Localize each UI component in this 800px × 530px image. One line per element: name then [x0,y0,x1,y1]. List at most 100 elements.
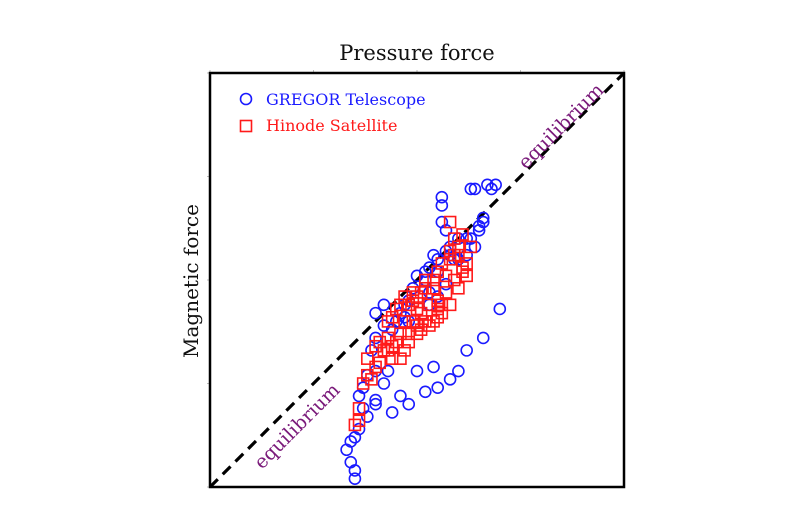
data-point-circle [439,224,453,237]
data-point-circle [427,360,440,374]
data-point-square [431,265,445,279]
data-point-square [381,331,395,345]
data-point-square [427,315,440,328]
data-point-square [452,240,465,254]
equilibrium-line-layer [208,71,626,489]
data-point-square [452,281,465,295]
data-point-square [456,265,469,279]
data-point-square [423,298,436,312]
equilibrium-annotation-lower: equilibrium [250,379,344,473]
data-point-square [427,281,440,295]
data-point-circle [381,364,395,378]
data-point-circle [427,248,440,262]
data-point-circle [481,178,494,192]
data-point-circle [464,182,478,196]
legend-label-series-1: GREGOR Telescope [266,90,426,109]
data-point-circle [377,298,391,312]
equilibrium-annotation-upper: equilibrium [514,79,608,173]
data-point-square [361,368,374,382]
data-point-square [464,240,478,254]
data-point-square [356,377,370,390]
data-point-square [443,298,457,312]
data-point-square [410,290,424,303]
data-point-square [418,281,432,295]
data-point-circle [423,298,436,312]
data-point-square [414,323,428,336]
data-point-square [365,373,378,386]
data-point-square [377,344,391,357]
data-point-square [423,319,436,332]
data-point-square [460,257,473,270]
data-point-square [443,253,457,266]
data-point-circle [489,178,502,192]
legend: GREGOR Telescope Hinode Satellite [239,90,426,135]
data-point-square [348,418,362,432]
data-point-square [406,294,420,308]
data-point-square [394,298,407,312]
data-point-square [385,339,399,353]
data-point-square [443,215,457,229]
data-point-circle [377,377,391,390]
data-point-square [435,298,449,312]
data-point-square [435,257,449,270]
equilibrium-line [208,71,626,489]
data-point-circle [476,211,490,225]
data-point-circle [485,182,498,196]
data-points [340,178,507,486]
data-point-square [447,273,461,287]
y-axis-label: Magnetic force [179,204,203,358]
data-point-circle [476,331,490,345]
data-point-circle [493,302,507,316]
data-point-square [402,327,416,341]
data-point-square [385,310,399,324]
data-point-square [410,302,424,316]
data-point-square [439,286,453,299]
data-point-circle [423,286,436,299]
data-point-square [398,344,411,357]
data-point-circle [348,472,362,486]
data-point-circle [406,281,420,295]
data-point-square [435,306,449,320]
data-point-circle [431,381,445,394]
chart-title: Pressure force [339,41,494,65]
plot-frame [208,71,626,489]
data-point-circle [431,252,445,266]
data-point-square [406,286,420,299]
data-point-square [447,232,461,245]
data-point-square [389,335,403,349]
data-point-circle [340,443,353,457]
data-point-circle [385,406,399,419]
legend-marker-circle [239,92,253,106]
legend-label-series-2: Hinode Satellite [266,116,397,135]
data-point-circle [460,344,473,357]
data-point-square [406,315,420,328]
data-point-square [402,335,416,349]
data-point-square [414,306,428,320]
data-point-circle [435,190,449,204]
data-point-square [381,315,395,328]
data-point-circle [394,389,407,403]
data-point-square [385,352,399,365]
data-point-circle [369,306,382,320]
data-point-circle [369,393,382,407]
data-point-square [394,327,407,341]
data-point-square [460,269,473,283]
data-point-circle [369,397,382,411]
data-point-square [361,352,374,365]
data-point-circle [369,331,382,345]
data-point-square [352,414,366,428]
data-point-square [431,302,445,316]
data-point-square [410,319,424,332]
data-point-square [398,290,411,303]
data-point-circle [348,431,362,444]
data-point-square [373,335,387,349]
data-point-square [369,360,382,374]
data-point-square [414,286,428,299]
data-point-square [389,302,403,316]
data-point-circle [418,385,432,399]
data-point-square [439,269,453,283]
data-point-circle [439,277,453,291]
data-point-circle [476,215,490,229]
data-point-circle [435,199,449,212]
data-point-circle [352,389,366,403]
